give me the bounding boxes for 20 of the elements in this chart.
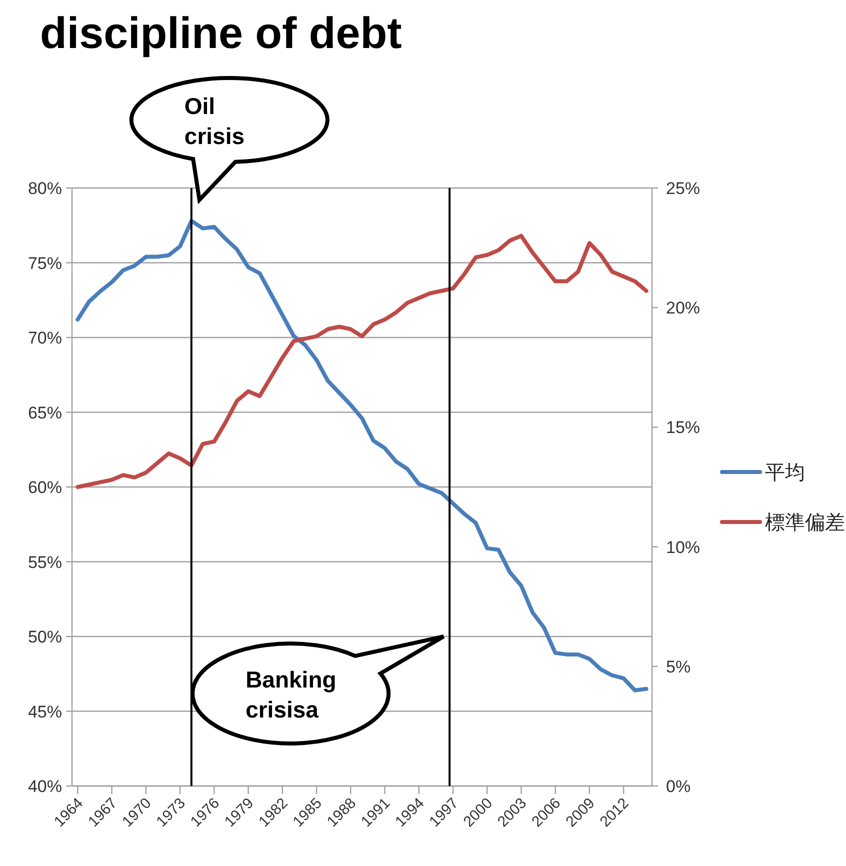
y-tick-label: 60%	[28, 478, 62, 497]
y2-tick-label: 15%	[666, 418, 700, 438]
y-tick-label: 70%	[28, 328, 62, 348]
y2-tick-label: 0%	[666, 777, 691, 796]
text: Oil crisis	[184, 92, 245, 149]
y-tick-label: 75%	[28, 254, 62, 273]
y2-tick-label: 20%	[666, 298, 700, 318]
y-tick-label: 65%	[28, 403, 62, 422]
legend-label: 平均	[765, 462, 805, 484]
y-tick-label: 40%	[28, 777, 62, 796]
annotation: Banking crisisa	[246, 666, 336, 722]
legend-label: 標準偏差	[765, 512, 845, 534]
y2-tick-label: 5%	[666, 657, 691, 676]
y-tick-label: 45%	[28, 702, 62, 722]
y-tick-label: 50%	[28, 628, 62, 646]
y-tick-label: 80%	[28, 179, 62, 198]
y2-tick-label: 25%	[666, 179, 700, 198]
chart-title: discipline of debt	[40, 9, 402, 58]
y2-tick-label: 10%	[666, 538, 700, 557]
y-tick-label: 55%	[28, 552, 62, 572]
